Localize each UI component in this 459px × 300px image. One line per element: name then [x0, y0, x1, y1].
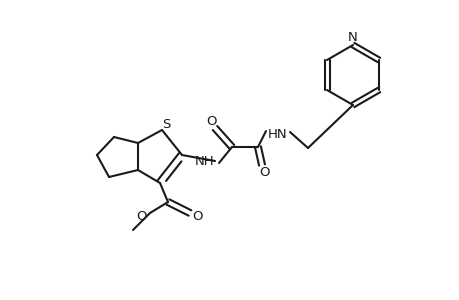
Text: O: O [206, 115, 217, 128]
Text: HN: HN [268, 128, 287, 140]
Text: O: O [192, 211, 203, 224]
Text: N: N [347, 31, 357, 44]
Text: NH: NH [195, 154, 214, 167]
Text: S: S [162, 118, 170, 130]
Text: O: O [259, 166, 270, 178]
Text: O: O [136, 211, 147, 224]
